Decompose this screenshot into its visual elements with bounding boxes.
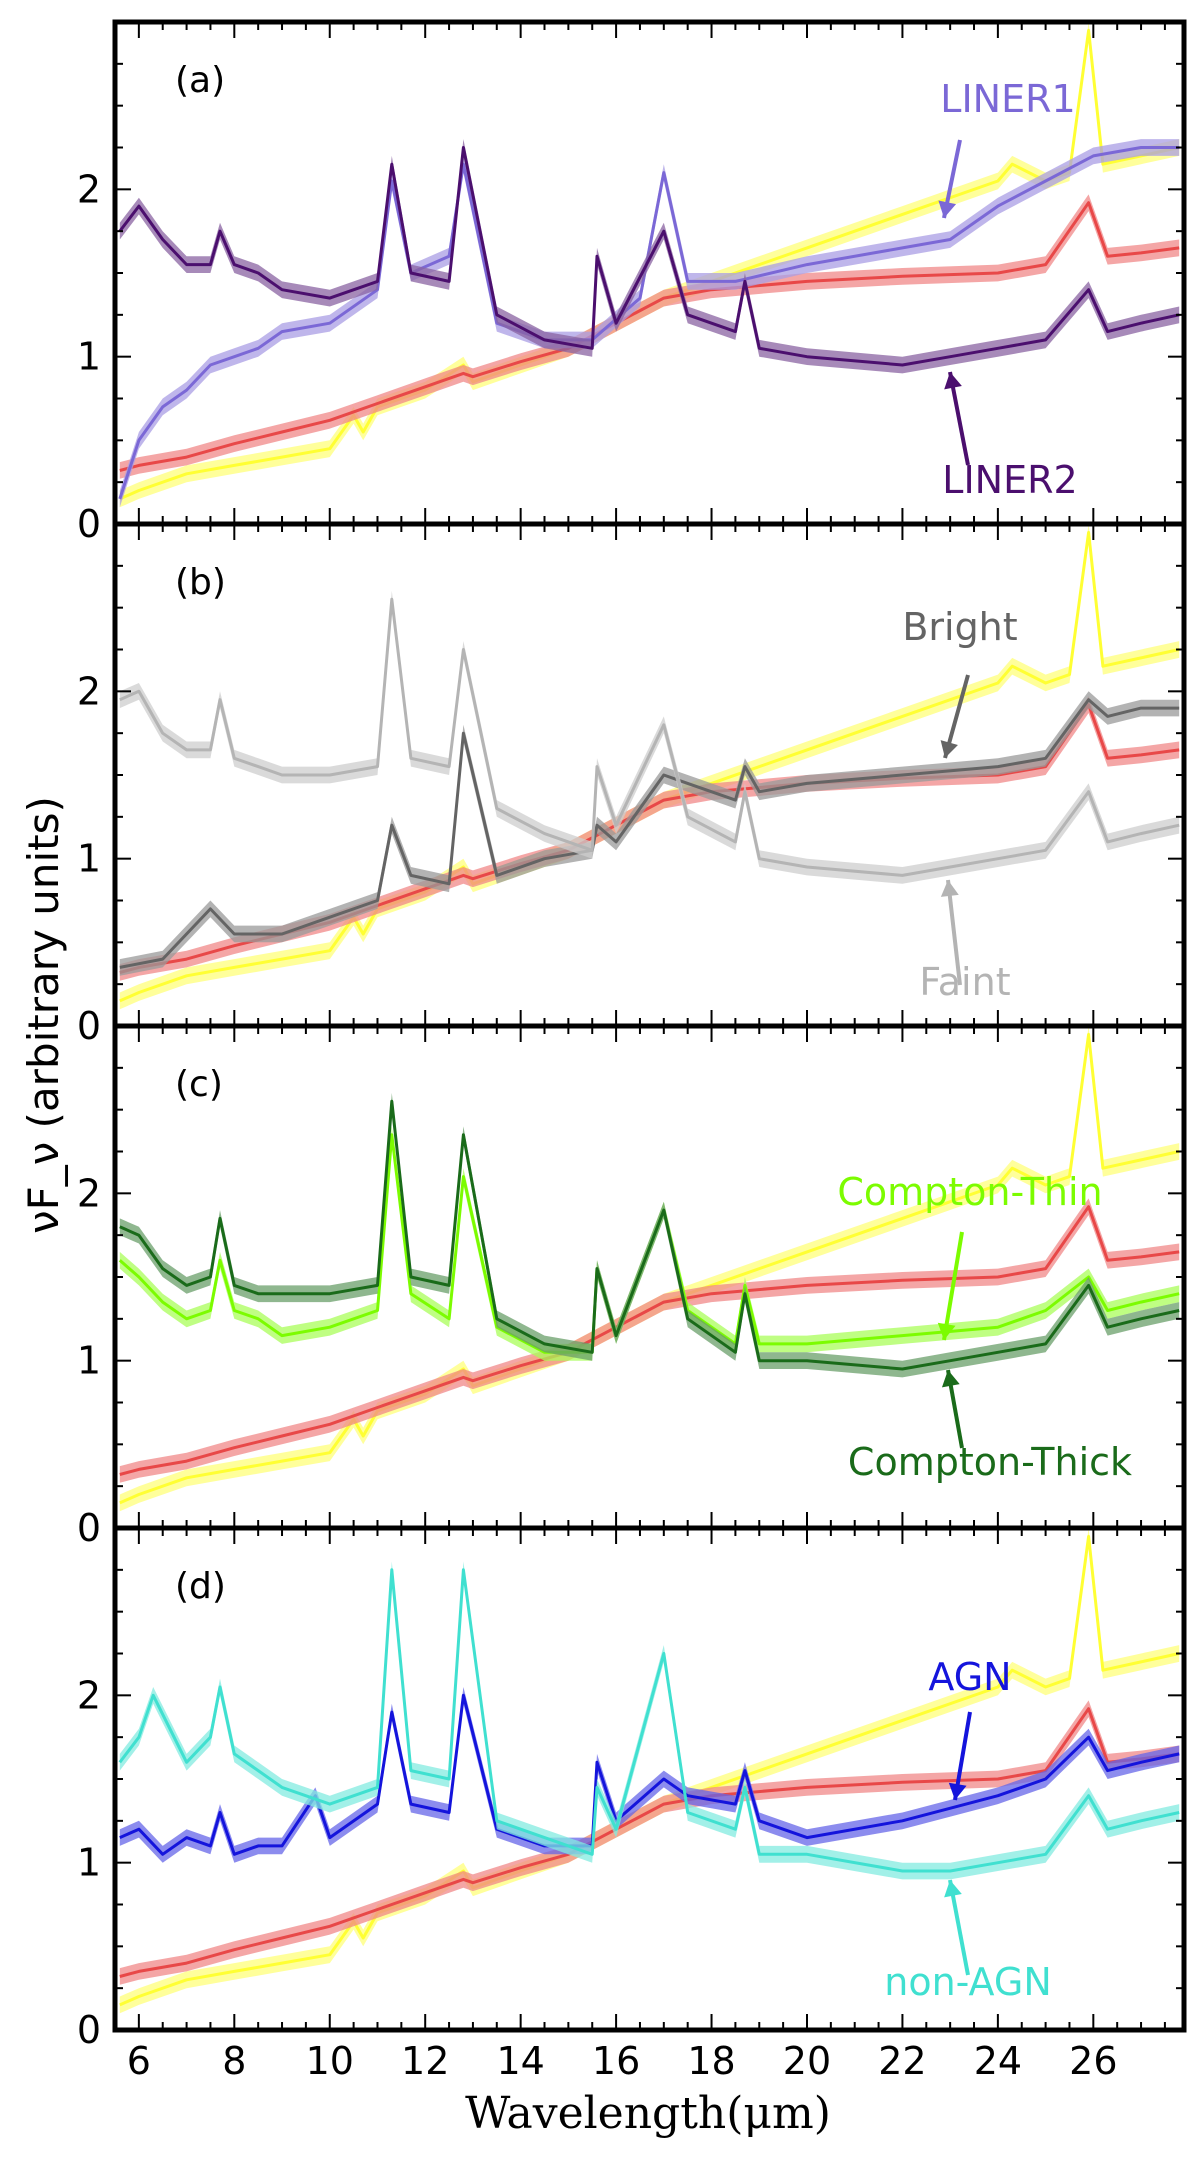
reference-red-band xyxy=(119,696,1180,981)
x-tick-label: 8 xyxy=(222,2039,246,2083)
x-axis-title: Wavelength(μm) xyxy=(465,2088,831,2139)
series-label: LINER1 xyxy=(940,77,1075,121)
x-tick-label: 6 xyxy=(127,2039,151,2083)
arrow-head xyxy=(937,1322,956,1340)
reference-yellow-band xyxy=(119,524,1180,1010)
series-agn-line xyxy=(119,1693,1180,1856)
x-tick-label: 24 xyxy=(974,2039,1022,2083)
reference-red-band xyxy=(119,194,1180,479)
arrow-head xyxy=(940,740,958,758)
series-label: LINER2 xyxy=(942,458,1077,502)
arrow-head xyxy=(941,1370,960,1388)
arrow-head xyxy=(944,372,962,390)
y-tick-label: 1 xyxy=(77,335,101,379)
reference-red-band xyxy=(119,1700,1180,1985)
x-tick-label: 14 xyxy=(496,2039,544,2083)
y-axis-title: νF_ν (arbitrary units) xyxy=(19,796,68,1234)
y-tick-label: 2 xyxy=(77,167,101,211)
series-bright-line xyxy=(119,698,1180,969)
panel-3: 0 1 2 (c) Compton-Thin Compton-Thick xyxy=(77,1023,1187,1550)
reference-yellow-band xyxy=(119,22,1180,508)
x-tick-label: 22 xyxy=(878,2039,926,2083)
series-compton-thick-line xyxy=(119,1099,1180,1371)
series-label: Compton-Thin xyxy=(837,1170,1102,1214)
plot-area xyxy=(118,1026,1180,1512)
series-arrow xyxy=(942,1231,964,1341)
y-tick-label: 1 xyxy=(77,837,101,881)
y-tick-label: 2 xyxy=(77,1171,101,1215)
x-tick-label: 20 xyxy=(783,2039,831,2083)
x-tick-label: 18 xyxy=(687,2039,735,2083)
y-tick-label: 0 xyxy=(77,1004,101,1048)
x-tick-label: 16 xyxy=(592,2039,640,2083)
y-tick-label: 2 xyxy=(77,669,101,713)
series-arrow xyxy=(948,1879,970,1976)
series-arrow xyxy=(946,879,962,986)
arrow-head xyxy=(948,1782,967,1800)
series-liner2-line xyxy=(118,146,1180,367)
panel-letter: (a) xyxy=(175,60,225,101)
panel-letter: (c) xyxy=(175,1064,223,1105)
plot-area xyxy=(118,1528,1180,2014)
series-non-agn-line xyxy=(118,1568,1180,1873)
x-tick-label: 12 xyxy=(401,2039,449,2083)
series-label: Bright xyxy=(902,605,1017,649)
arrow-head xyxy=(940,880,959,897)
y-tick-label: 0 xyxy=(77,502,101,546)
panel-letter: (d) xyxy=(175,1566,226,1607)
y-tick-label: 1 xyxy=(77,1339,101,1383)
panel-letter: (b) xyxy=(175,562,226,603)
series-label: AGN xyxy=(928,1655,1011,1699)
reference-red-band xyxy=(119,1198,1180,1483)
panel-1: 0 1 2 (a) LINER1 LINER2 xyxy=(77,19,1187,546)
reference-yellow-band xyxy=(119,1528,1180,2014)
arrow-head xyxy=(944,1880,962,1898)
arrow-head xyxy=(938,200,957,218)
series-label: Compton-Thick xyxy=(848,1440,1132,1484)
y-tick-label: 0 xyxy=(77,2008,101,2052)
series-label: Faint xyxy=(919,960,1010,1004)
series-faint-line xyxy=(119,597,1180,877)
y-tick-label: 2 xyxy=(77,1673,101,1717)
y-tick-label: 1 xyxy=(77,1841,101,1885)
plot-area xyxy=(118,22,1180,508)
y-tick-label: 0 xyxy=(77,1506,101,1550)
plot-area xyxy=(119,524,1180,1010)
reference-yellow-band xyxy=(119,1026,1180,1512)
x-tick-label: 26 xyxy=(1069,2039,1117,2083)
x-tick-label: 10 xyxy=(306,2039,354,2083)
